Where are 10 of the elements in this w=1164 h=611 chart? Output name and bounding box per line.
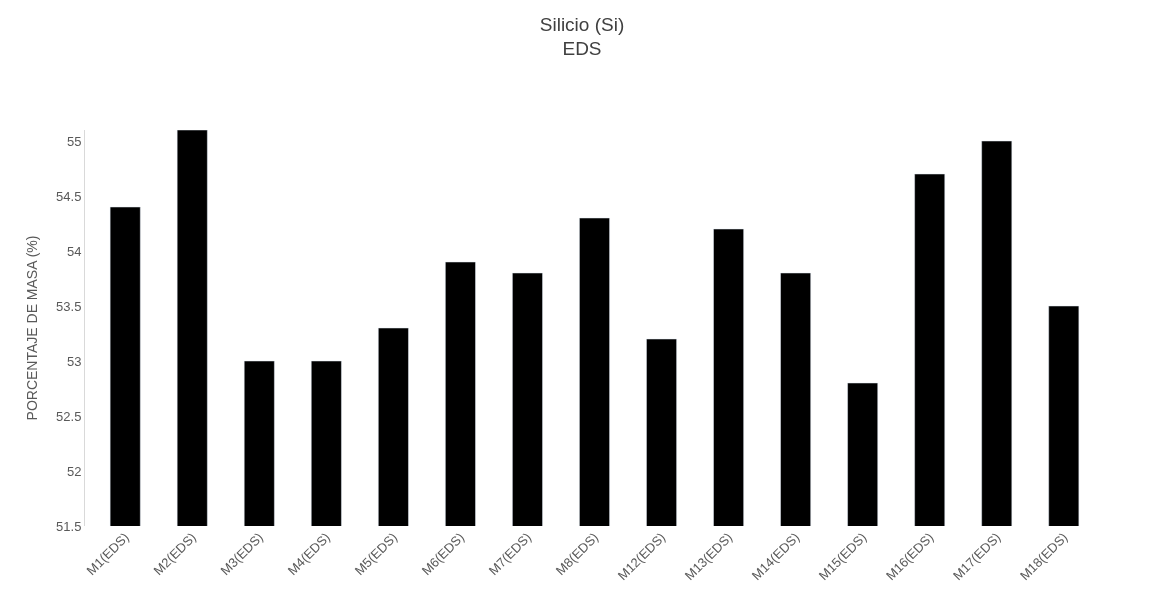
y-tick-label: 55 (66, 133, 82, 149)
chart-title: Silicio (Si) EDS (539, 13, 625, 60)
y-tick-label: 53 (66, 353, 82, 369)
y-tick-label: 51.5 (56, 518, 82, 534)
y-tick-label: 52 (66, 463, 82, 479)
y-tick-label: 54 (66, 243, 82, 259)
y-axis-title: PORCENTAJE DE MASA (%) (23, 235, 40, 421)
y-tick-label: 52.5 (56, 408, 82, 424)
y-tick-label: 53.5 (56, 298, 82, 314)
y-tick-label: 54.5 (56, 188, 82, 204)
